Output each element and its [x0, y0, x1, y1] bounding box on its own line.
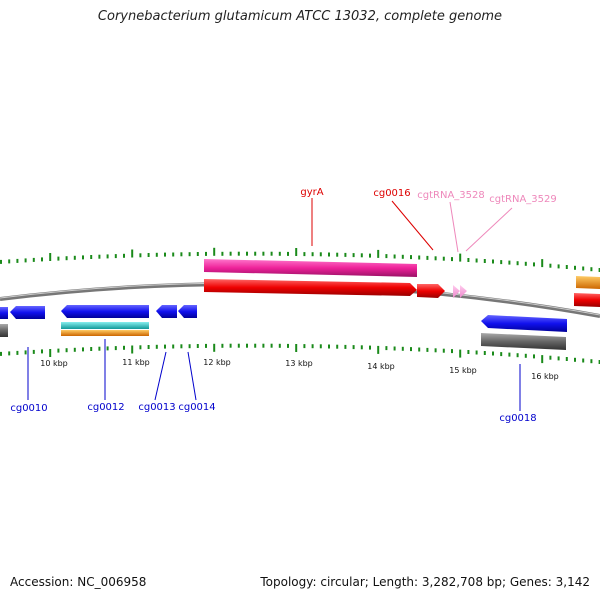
leader-line-cg0013 [154, 351, 167, 401]
ruler-label-11kbp: 11 kbp [122, 358, 150, 367]
gene-feature-gyra[interactable] [204, 279, 417, 296]
leader-line-cgtrna-3529 [465, 207, 513, 252]
label-cgtrna-3529[interactable]: cgtRNA_3529 [489, 194, 557, 205]
gene-feature-cg0013[interactable] [156, 305, 177, 318]
label-gyra[interactable]: gyrA [300, 187, 323, 198]
gene-feature-cg0016[interactable] [417, 284, 445, 298]
leader-line-cg0014 [187, 351, 197, 401]
accession-text: Accession: NC_006958 [10, 575, 147, 589]
gene-feature-cg0014[interactable] [178, 305, 197, 318]
label-cg0010[interactable]: cg0010 [10, 403, 47, 414]
gene-feature-right-orange[interactable] [576, 276, 600, 289]
label-cgtrna-3528[interactable]: cgtRNA_3528 [417, 190, 485, 201]
label-cg0012[interactable]: cg0012 [87, 402, 124, 413]
gene-feature-right-red[interactable] [574, 293, 600, 307]
gene-feature-orange[interactable] [61, 330, 149, 336]
ruler-label-14kbp: 14 kbp [367, 362, 395, 371]
topology-summary: Topology: circular; Length: 3,282,708 bp… [260, 575, 590, 589]
gene-feature-cg0010-left[interactable] [0, 307, 8, 319]
gene-feature-cg0012[interactable] [61, 305, 149, 318]
lower-tick-row [0, 343, 600, 364]
ruler-label-10kbp: 10 kbp [40, 359, 68, 368]
label-cg0018[interactable]: cg0018 [499, 413, 536, 424]
gene-feature-cyan[interactable] [61, 322, 149, 329]
leader-line-cg0016 [391, 200, 434, 251]
leader-line-cgtrna-3528 [449, 201, 459, 253]
trna-feature-cgtrna-3528[interactable] [453, 285, 460, 298]
gene-feature-cg0010[interactable] [10, 306, 45, 319]
trna-feature-cgtrna-3529[interactable] [460, 285, 467, 298]
gene-feature-gray-right[interactable] [481, 333, 566, 350]
gene-feature-cg0018[interactable] [481, 315, 567, 332]
ruler-label-12kbp: 12 kbp [203, 358, 231, 367]
label-cg0013[interactable]: cg0013 [138, 402, 175, 413]
ruler-label-15kbp: 15 kbp [449, 366, 477, 375]
gene-feature-gyra-pink[interactable] [204, 259, 417, 277]
label-cg0014[interactable]: cg0014 [178, 402, 215, 413]
label-cg0016[interactable]: cg0016 [373, 188, 410, 199]
genome-title: Corynebacterium glutamicum ATCC 13032, c… [97, 9, 503, 24]
ruler-label-16kbp: 16 kbp [531, 372, 559, 381]
ruler-label-13kbp: 13 kbp [285, 359, 313, 368]
upper-tick-row [0, 247, 600, 272]
gene-feature-gray-left[interactable] [0, 324, 8, 337]
